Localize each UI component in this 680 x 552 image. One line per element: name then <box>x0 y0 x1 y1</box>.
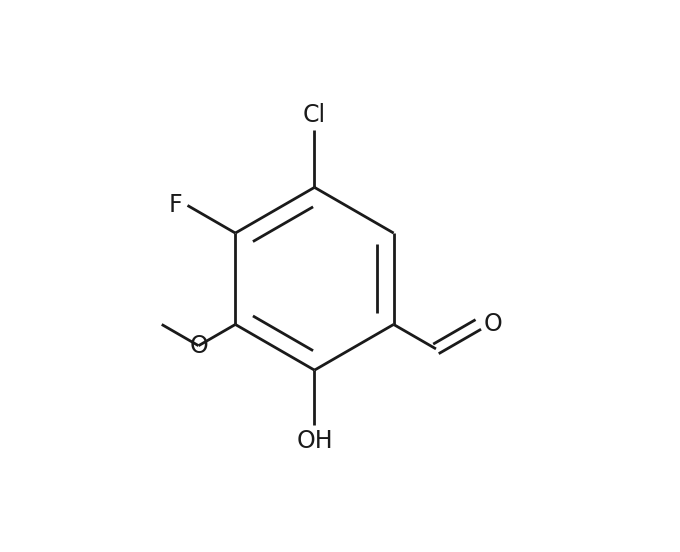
Text: OH: OH <box>296 429 333 453</box>
Text: F: F <box>169 193 182 217</box>
Text: O: O <box>483 312 502 337</box>
Text: O: O <box>189 334 208 358</box>
Text: Cl: Cl <box>303 103 326 126</box>
